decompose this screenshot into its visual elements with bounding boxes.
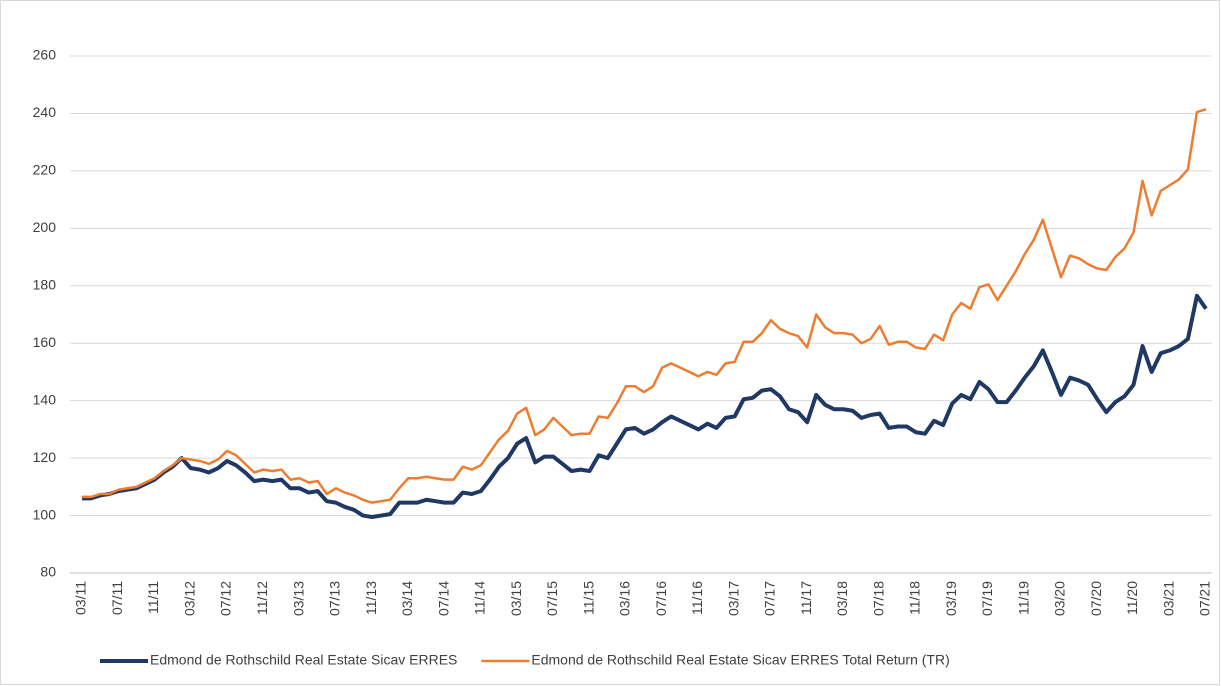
x-tick-label: 11/12 bbox=[254, 581, 270, 615]
x-tick-label: 03/14 bbox=[399, 581, 415, 616]
x-tick-label: 03/18 bbox=[834, 581, 850, 616]
x-tick-label: 11/17 bbox=[798, 581, 814, 615]
y-tick-label: 100 bbox=[33, 506, 57, 522]
y-tick-label: 240 bbox=[33, 104, 57, 120]
x-tick-label: 07/20 bbox=[1088, 581, 1104, 616]
y-tick-label: 180 bbox=[33, 276, 57, 292]
y-tick-label: 140 bbox=[33, 391, 57, 407]
y-tick-label: 80 bbox=[40, 564, 56, 580]
legend-label: Edmond de Rothschild Real Estate Sicav E… bbox=[531, 652, 949, 668]
x-tick-label: 11/19 bbox=[1015, 581, 1031, 615]
x-tick-label: 11/13 bbox=[363, 581, 379, 615]
x-tick-label: 11/20 bbox=[1124, 581, 1140, 615]
series-line bbox=[82, 107, 1207, 504]
x-tick-label: 03/13 bbox=[290, 581, 306, 616]
x-tick-label: 07/15 bbox=[544, 581, 560, 616]
x-tick-label: 07/18 bbox=[870, 581, 886, 616]
x-tick-label: 07/19 bbox=[979, 581, 995, 616]
y-tick-label: 260 bbox=[33, 47, 57, 63]
series-line bbox=[82, 293, 1208, 519]
x-tick-label: 11/18 bbox=[907, 581, 923, 615]
x-tick-label: 07/13 bbox=[327, 581, 343, 616]
x-tick-label: 11/16 bbox=[689, 581, 705, 615]
x-tick-label: 03/15 bbox=[508, 581, 524, 616]
x-tick-label: 07/11 bbox=[109, 581, 125, 615]
x-tick-label: 03/19 bbox=[943, 581, 959, 616]
x-tick-label: 03/12 bbox=[181, 581, 197, 616]
x-tick-label: 03/21 bbox=[1160, 581, 1176, 616]
x-tick-label: 03/11 bbox=[73, 581, 89, 615]
x-tick-label: 11/14 bbox=[472, 581, 488, 615]
x-tick-label: 07/21 bbox=[1197, 581, 1213, 616]
x-tick-label: 03/17 bbox=[725, 581, 741, 616]
x-tick-label: 11/15 bbox=[580, 581, 596, 615]
x-tick-label: 07/16 bbox=[653, 581, 669, 616]
y-tick-label: 200 bbox=[33, 219, 57, 235]
x-tick-label: 03/20 bbox=[1052, 581, 1068, 616]
legend-label: Edmond de Rothschild Real Estate Sicav E… bbox=[150, 652, 457, 668]
x-tick-label: 11/11 bbox=[145, 581, 161, 614]
y-tick-label: 160 bbox=[33, 334, 57, 350]
x-tick-label: 03/16 bbox=[617, 581, 633, 616]
y-tick-label: 220 bbox=[33, 162, 57, 178]
x-tick-label: 07/12 bbox=[218, 581, 234, 616]
y-tick-label: 120 bbox=[33, 449, 57, 465]
x-tick-label: 07/14 bbox=[435, 581, 451, 616]
x-tick-label: 07/17 bbox=[762, 581, 778, 616]
